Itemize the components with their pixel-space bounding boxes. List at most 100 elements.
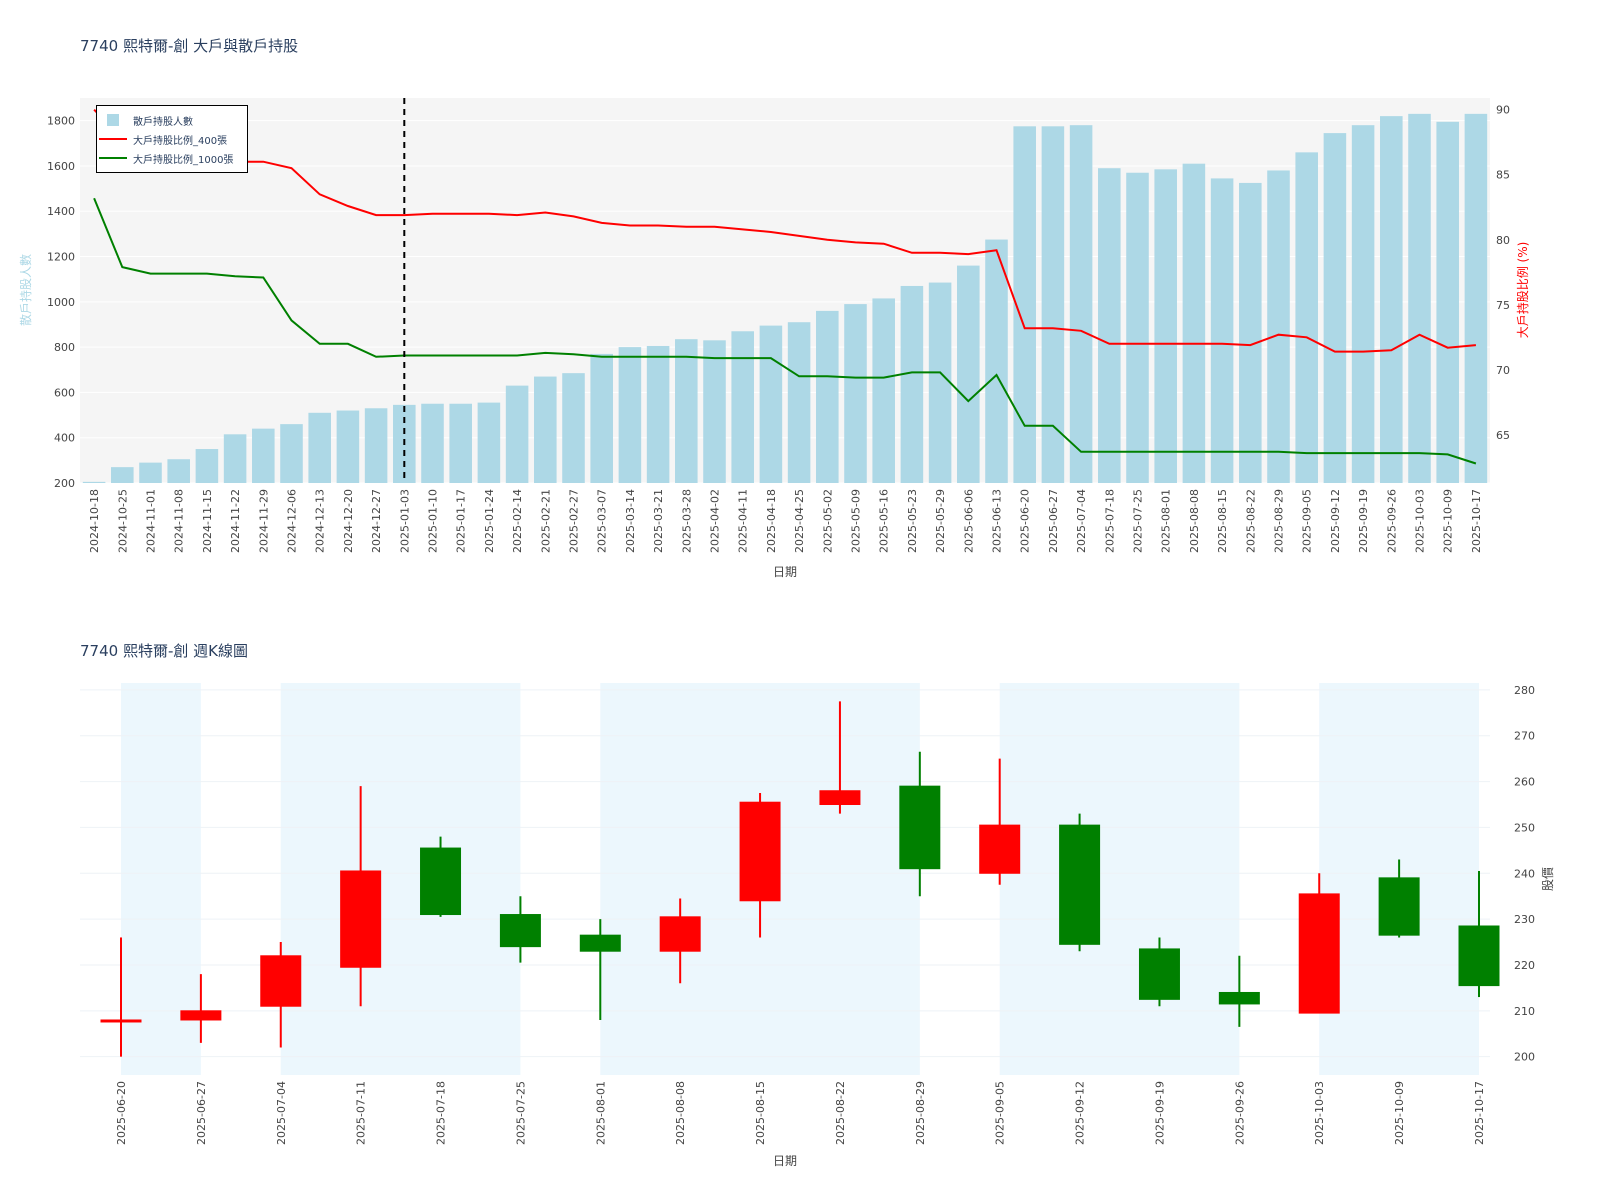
x-tick-label: 2025-08-01 xyxy=(594,1081,607,1145)
retail-bar xyxy=(1098,168,1121,484)
y-tick-label: 270 xyxy=(1514,730,1535,743)
x-tick-label: 2025-01-03 xyxy=(398,489,411,553)
x-tick-label: 2025-09-26 xyxy=(1385,489,1398,553)
retail-bar xyxy=(1069,125,1093,484)
x-tick-label: 2025-02-21 xyxy=(539,489,552,553)
candle-body xyxy=(1059,824,1101,945)
x-tick-label: 2025-03-28 xyxy=(680,489,693,553)
legend[interactable]: 散戶持股人數 大戶持股比例_400張 大戶持股比例_1000張 xyxy=(96,105,248,173)
x-tick-label: 2025-10-17 xyxy=(1470,489,1483,553)
x-tick-label: 2025-04-11 xyxy=(737,489,750,553)
retail-bar xyxy=(1380,116,1403,483)
weekly-candlestick-chart: 200 210 220 230 240 250 260 270 280 2025-06-20 202… xyxy=(80,683,1555,1168)
x-tick-label: 2024-11-22 xyxy=(229,489,242,553)
retail-bar xyxy=(1239,182,1262,484)
candle-body xyxy=(819,790,861,805)
shaded-range xyxy=(999,683,1240,1075)
line-400-series xyxy=(93,108,1476,353)
x-tick-label: 2025-05-09 xyxy=(850,489,863,553)
legend-item-1000[interactable]: 大戶持股比例_1000張 xyxy=(99,150,234,166)
candle-body xyxy=(1298,893,1340,1014)
candle-body xyxy=(1218,991,1260,1005)
y-tick-label: 1800 xyxy=(47,115,75,128)
candle-body xyxy=(100,1019,142,1023)
x-tick-label: 2025-04-02 xyxy=(709,489,722,553)
candle-body xyxy=(1458,925,1500,987)
legend-label-retail: 散戶持股人數 xyxy=(133,116,193,128)
legend-item-400[interactable]: 大戶持股比例_400張 xyxy=(99,131,227,147)
retail-bar xyxy=(308,412,331,483)
y-tick-label: 200 xyxy=(1514,1051,1535,1064)
retail-bar xyxy=(252,428,275,483)
x-tick-label: 2025-03-21 xyxy=(652,489,665,553)
x-tick-label: 2025-07-18 xyxy=(435,1081,448,1145)
retail-bar xyxy=(1013,126,1036,483)
x-tick-label: 2025-09-26 xyxy=(1233,1081,1246,1145)
retail-bar xyxy=(421,403,444,483)
x-tick-label: 2025-06-27 xyxy=(1047,489,1060,553)
retail-bar xyxy=(844,304,867,483)
retail-bar xyxy=(477,402,501,483)
retail-bar xyxy=(223,434,247,483)
retail-bar xyxy=(646,345,670,483)
y-tick-label: 1000 xyxy=(47,296,75,309)
candle-body xyxy=(739,801,781,902)
x-tick-label: 2025-08-22 xyxy=(834,1081,847,1145)
x-tick-label: 2025-06-13 xyxy=(991,489,1004,553)
top-chart-title: 7740 熙特爾-創 大戶與散戶持股 xyxy=(80,37,299,55)
candle-body xyxy=(260,955,302,1007)
legend-item-retail[interactable]: 散戶持股人數 xyxy=(107,112,193,128)
candle-body xyxy=(659,916,701,952)
x-tick-label: 2025-07-11 xyxy=(355,1081,368,1145)
retail-bar xyxy=(505,385,529,483)
legend-label-1000: 大戶持股比例_1000張 xyxy=(133,154,234,166)
x-tick-label: 2025-07-25 xyxy=(1132,489,1145,553)
x-tick-label: 2025-04-25 xyxy=(793,489,806,553)
x-tick-label: 2025-10-17 xyxy=(1473,1081,1486,1145)
x-tick-label: 2025-07-04 xyxy=(275,1081,288,1145)
x-tick-label: 2025-10-09 xyxy=(1393,1081,1406,1145)
x-tick-label: 2024-12-20 xyxy=(342,489,355,553)
x-tick-label: 2025-08-22 xyxy=(1244,489,1257,553)
x-tick-label: 2024-11-01 xyxy=(145,489,158,553)
candle-body xyxy=(1378,877,1420,936)
retail-bar xyxy=(1323,133,1347,483)
x-axis-title: 日期 xyxy=(773,1154,797,1168)
y-tick-label: 400 xyxy=(54,432,75,445)
retail-bar xyxy=(928,282,952,483)
x-tick-label: 2025-02-14 xyxy=(511,489,524,553)
retail-bar xyxy=(562,373,585,483)
line-1000-series xyxy=(93,197,1477,465)
retail-bar xyxy=(1295,152,1318,483)
y-tick-label: 1400 xyxy=(47,205,75,218)
holdings-chart: 200 400 600 800 1000 1200 1400 1600 1800 65 70 75 80… xyxy=(18,98,1530,579)
y-tick-label: 1600 xyxy=(47,160,75,173)
x-tick-label: 2025-06-27 xyxy=(195,1081,208,1145)
y2-axis-title: 大戶持股比例 (%) xyxy=(1515,242,1530,339)
x-tick-label: 2025-08-01 xyxy=(1160,489,1173,553)
x-tick-label: 2024-12-06 xyxy=(286,489,299,553)
x-tick-label: 2025-03-07 xyxy=(596,489,609,553)
retail-bar xyxy=(364,408,388,483)
x-tick-label: 2025-10-09 xyxy=(1442,489,1455,553)
retail-bar xyxy=(590,353,613,483)
x-tick-label: 2025-08-29 xyxy=(914,1081,927,1145)
retail-bar xyxy=(1267,170,1290,483)
candle-body xyxy=(499,914,541,948)
x-tick-label: 2024-12-13 xyxy=(314,489,327,553)
x-tick-label: 2025-09-19 xyxy=(1153,1081,1166,1145)
x-tick-label: 2025-02-27 xyxy=(568,489,581,553)
y2-tick-label: 65 xyxy=(1496,429,1510,442)
y-tick-label: 600 xyxy=(54,386,75,399)
bottom-chart-title: 7740 熙特爾-創 週K線圖 xyxy=(80,642,248,660)
x-tick-label: 2025-07-04 xyxy=(1075,489,1088,553)
candle-body xyxy=(579,934,621,952)
y-tick-label: 800 xyxy=(54,341,75,354)
retail-bar xyxy=(195,449,219,483)
candle-body xyxy=(979,824,1021,874)
x-tick-label: 2025-04-18 xyxy=(765,489,778,553)
y2-tick-label: 85 xyxy=(1496,169,1510,182)
x-tick-label: 2025-10-03 xyxy=(1313,1081,1326,1145)
x-tick-label: 2025-01-24 xyxy=(483,489,496,553)
retail-bar xyxy=(1408,113,1431,484)
